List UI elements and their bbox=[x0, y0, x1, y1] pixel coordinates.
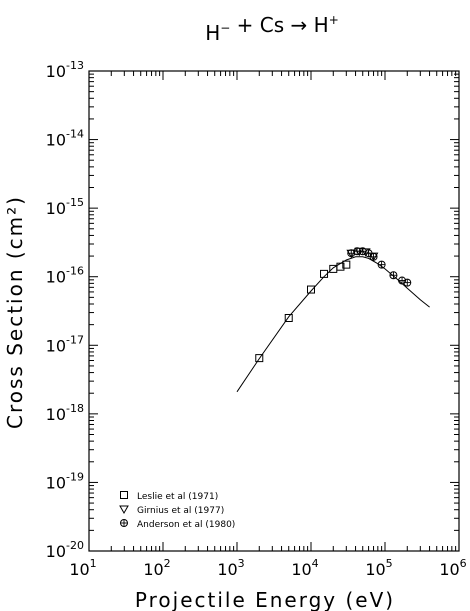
y-tick-label: 10-14 bbox=[46, 128, 84, 150]
legend-marker-circle-cross bbox=[120, 519, 128, 527]
title-part: + Cs → bbox=[230, 13, 313, 37]
data-point-square bbox=[255, 354, 264, 363]
plot-frame bbox=[88, 70, 460, 552]
x-tick-label: 103 bbox=[217, 557, 244, 579]
data-point-square bbox=[342, 260, 351, 269]
x-tick-label: 106 bbox=[439, 557, 466, 579]
y-tick-label: 10-15 bbox=[46, 196, 84, 218]
x-tick-label: 105 bbox=[365, 557, 392, 579]
data-point-circle-cross bbox=[377, 260, 386, 269]
axis-ticks bbox=[88, 70, 460, 552]
legend: Leslie et al (1971) Girnius et al (1977) A… bbox=[119, 491, 235, 530]
title-superscript: + bbox=[329, 13, 339, 27]
data-point-square bbox=[336, 262, 345, 271]
x-tick-label: 102 bbox=[143, 557, 170, 579]
title-part: H bbox=[205, 21, 220, 45]
data-point-square bbox=[307, 285, 315, 294]
legend-label: Girnius et al (1977) bbox=[137, 506, 224, 516]
data-point-circle-cross bbox=[364, 249, 373, 258]
data-point-circle-cross bbox=[347, 249, 356, 258]
legend-marker-square bbox=[120, 491, 128, 499]
data-point-circle-cross bbox=[369, 252, 378, 261]
data-point-square bbox=[284, 313, 293, 322]
data-point-square bbox=[320, 269, 329, 278]
y-tick-label: 10-17 bbox=[46, 333, 84, 355]
data-point-circle-cross bbox=[389, 271, 398, 280]
legend-label: Anderson et al (1980) bbox=[137, 520, 235, 530]
x-tick-label: 101 bbox=[69, 557, 96, 579]
data-point-circle-cross bbox=[398, 276, 407, 285]
y-tick-label: 10-19 bbox=[46, 470, 84, 492]
chart-title: H− + Cs → H+ bbox=[205, 13, 339, 45]
y-tick-label: 10-16 bbox=[46, 265, 84, 287]
data-markers bbox=[255, 247, 412, 363]
y-tick-label: 10-18 bbox=[46, 402, 84, 424]
data-point-circle-cross bbox=[403, 278, 412, 287]
legend-label: Leslie et al (1971) bbox=[137, 492, 218, 502]
y-tick-label: 10-20 bbox=[46, 539, 84, 561]
title-superscript: − bbox=[220, 21, 230, 35]
y-tick-label: 10-13 bbox=[46, 59, 84, 81]
data-point-circle-cross bbox=[358, 247, 367, 256]
title-part: H bbox=[314, 13, 329, 37]
legend-marker-triangle-down bbox=[119, 505, 129, 515]
axis-tick-labels: 101 102 103 104 105 106 10-20 10-19 10-18 10-17 10… bbox=[46, 59, 467, 579]
x-tick-label: 104 bbox=[291, 557, 318, 579]
x-axis-label: Projectile Energy (eV) bbox=[135, 588, 395, 611]
y-axis-label: Cross Section (cm²) bbox=[3, 195, 27, 429]
